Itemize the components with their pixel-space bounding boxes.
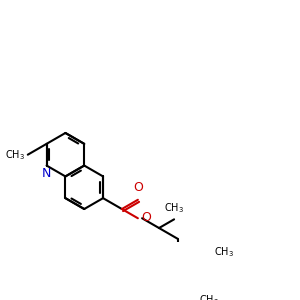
Text: CH$_3$: CH$_3$	[164, 201, 184, 214]
Text: CH$_3$: CH$_3$	[214, 245, 234, 259]
Text: CH$_3$: CH$_3$	[199, 293, 219, 300]
Text: N: N	[42, 167, 51, 180]
Text: O: O	[142, 211, 152, 224]
Text: CH$_3$: CH$_3$	[5, 148, 26, 162]
Text: O: O	[133, 181, 143, 194]
